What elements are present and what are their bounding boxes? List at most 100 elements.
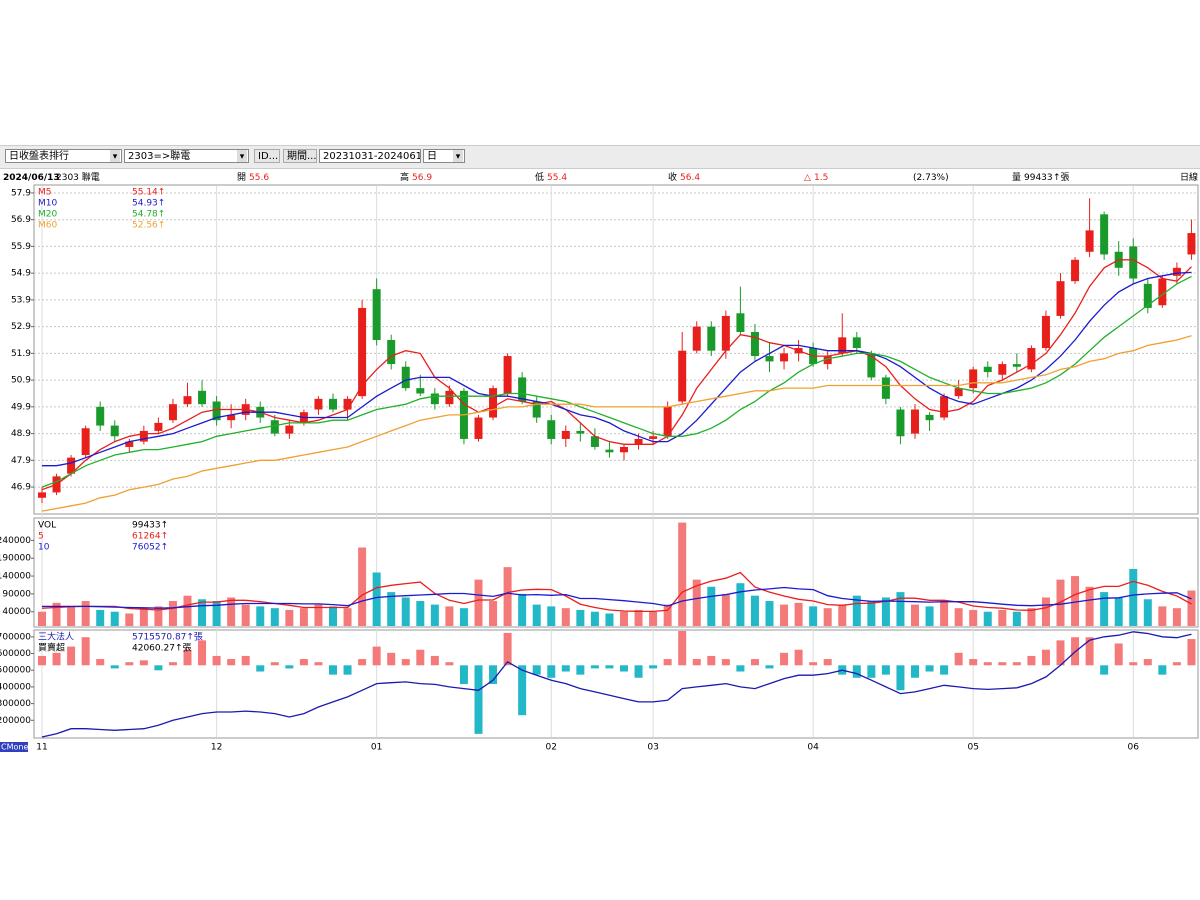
- period-input[interactable]: 20231031-20240613: [319, 149, 421, 163]
- net-buy-bar: [139, 660, 148, 666]
- y-tick-label: 54.9: [11, 269, 31, 279]
- y-tick-label: 51.9: [11, 349, 31, 359]
- volume-bar: [416, 601, 425, 626]
- volume-bar: [227, 597, 236, 626]
- period-button[interactable]: 期間...: [283, 149, 317, 163]
- volume-bar: [1143, 599, 1152, 626]
- net-buy-bar: [707, 655, 716, 666]
- candle-body: [445, 390, 454, 405]
- candle-body: [1012, 364, 1021, 367]
- volume-label: 量: [1012, 173, 1022, 183]
- volume-bar: [52, 602, 61, 626]
- volume-bar: [1027, 608, 1036, 626]
- ma-line: [41, 335, 1192, 512]
- net-buy-bar: [38, 655, 46, 666]
- high-label: 高: [400, 173, 410, 183]
- change-value: 1.5: [814, 173, 829, 183]
- volume-bar: [911, 604, 919, 626]
- net-buy-bar: [576, 665, 585, 675]
- id-button[interactable]: ID...: [254, 149, 280, 163]
- net-buy-bar: [430, 655, 439, 666]
- net-buy-bar: [416, 649, 425, 666]
- candle-body: [707, 326, 716, 351]
- y-tick-label: 40000: [2, 607, 31, 617]
- volume-bar: [532, 604, 541, 626]
- volume-bar: [285, 609, 294, 626]
- low-label: 低: [535, 173, 545, 183]
- stock-select[interactable]: 2303=>聯電: [124, 149, 249, 163]
- volume-bar: [343, 608, 352, 626]
- volume-bar: [256, 606, 265, 626]
- ranking-select[interactable]: 日收盤表排行: [5, 149, 122, 163]
- candle-body: [605, 449, 614, 453]
- volume-bar: [445, 606, 454, 626]
- net-buy-bar: [1100, 665, 1109, 675]
- candle-body: [823, 356, 832, 365]
- y-tick-label: 47.9: [11, 456, 31, 466]
- interval-select[interactable]: 日: [423, 149, 465, 163]
- net-buy-bar: [299, 659, 308, 666]
- y-tick-label: 53.9: [11, 295, 31, 305]
- volume-ma-line: [42, 586, 1192, 609]
- candle-body: [430, 393, 439, 405]
- holdings-line: [41, 631, 1192, 738]
- volume-bar: [372, 572, 381, 626]
- y-tick-label: 240000: [0, 536, 31, 546]
- y-tick-label: 57.9: [11, 188, 31, 198]
- candle-body: [81, 428, 90, 455]
- candle-body: [925, 414, 934, 421]
- volume-bar: [940, 601, 949, 626]
- legend-name: 三大法人: [38, 631, 74, 643]
- net-buy-bar: [329, 665, 337, 675]
- volume-bar: [358, 547, 367, 626]
- net-buy-bar: [1056, 640, 1065, 666]
- candle-body: [692, 326, 701, 351]
- candle-body: [852, 337, 861, 349]
- legend-value: 42060.27↑張: [132, 643, 192, 654]
- price-panel: [33, 184, 1199, 515]
- net-buy-bar: [67, 646, 76, 666]
- net-buy-bar: [401, 659, 410, 666]
- net-buy-bar: [358, 659, 367, 666]
- candle-body: [576, 430, 585, 434]
- net-buy-bar: [1143, 659, 1152, 666]
- volume-bar: [1100, 592, 1109, 626]
- net-buy-bar: [241, 655, 250, 666]
- volume-bar: [750, 595, 759, 626]
- x-tick-label: 04: [807, 743, 819, 753]
- candle-body: [1027, 348, 1036, 370]
- change-pct: (2.73%): [913, 173, 949, 183]
- legend-value: 54.78↑: [132, 210, 165, 220]
- candle-body: [401, 366, 410, 389]
- net-buy-bar: [227, 659, 236, 666]
- candle-body: [678, 350, 687, 402]
- candle-body: [503, 356, 512, 394]
- net-buy-bar: [110, 665, 119, 669]
- y-tick-label: 5400000: [0, 682, 31, 692]
- volume-bar: [183, 595, 192, 626]
- volume-value: 99433: [1024, 173, 1053, 183]
- volume-bar: [430, 604, 439, 626]
- candle-body: [620, 446, 628, 453]
- y-tick-label: 52.9: [11, 322, 31, 332]
- volume-bar: [954, 608, 963, 626]
- volume-bar: [1071, 576, 1080, 626]
- volume-bar: [1041, 597, 1050, 626]
- candle-body: [154, 422, 163, 431]
- net-buy-bar: [969, 659, 978, 666]
- candle-body: [387, 340, 396, 365]
- net-buy-bar: [1129, 662, 1138, 666]
- volume-bar: [1158, 606, 1167, 626]
- net-buy-bar: [663, 659, 672, 666]
- candle-body: [1172, 267, 1181, 276]
- legend-name: M20: [38, 210, 57, 220]
- candle-body: [940, 396, 949, 418]
- volume-bar: [969, 609, 978, 626]
- net-buy-bar: [867, 665, 876, 678]
- net-buy-bar: [1187, 639, 1196, 666]
- net-buy-bar: [1172, 662, 1181, 666]
- net-buy-bar: [1012, 662, 1021, 666]
- net-buy-bar: [81, 637, 90, 666]
- candle-body: [911, 409, 919, 434]
